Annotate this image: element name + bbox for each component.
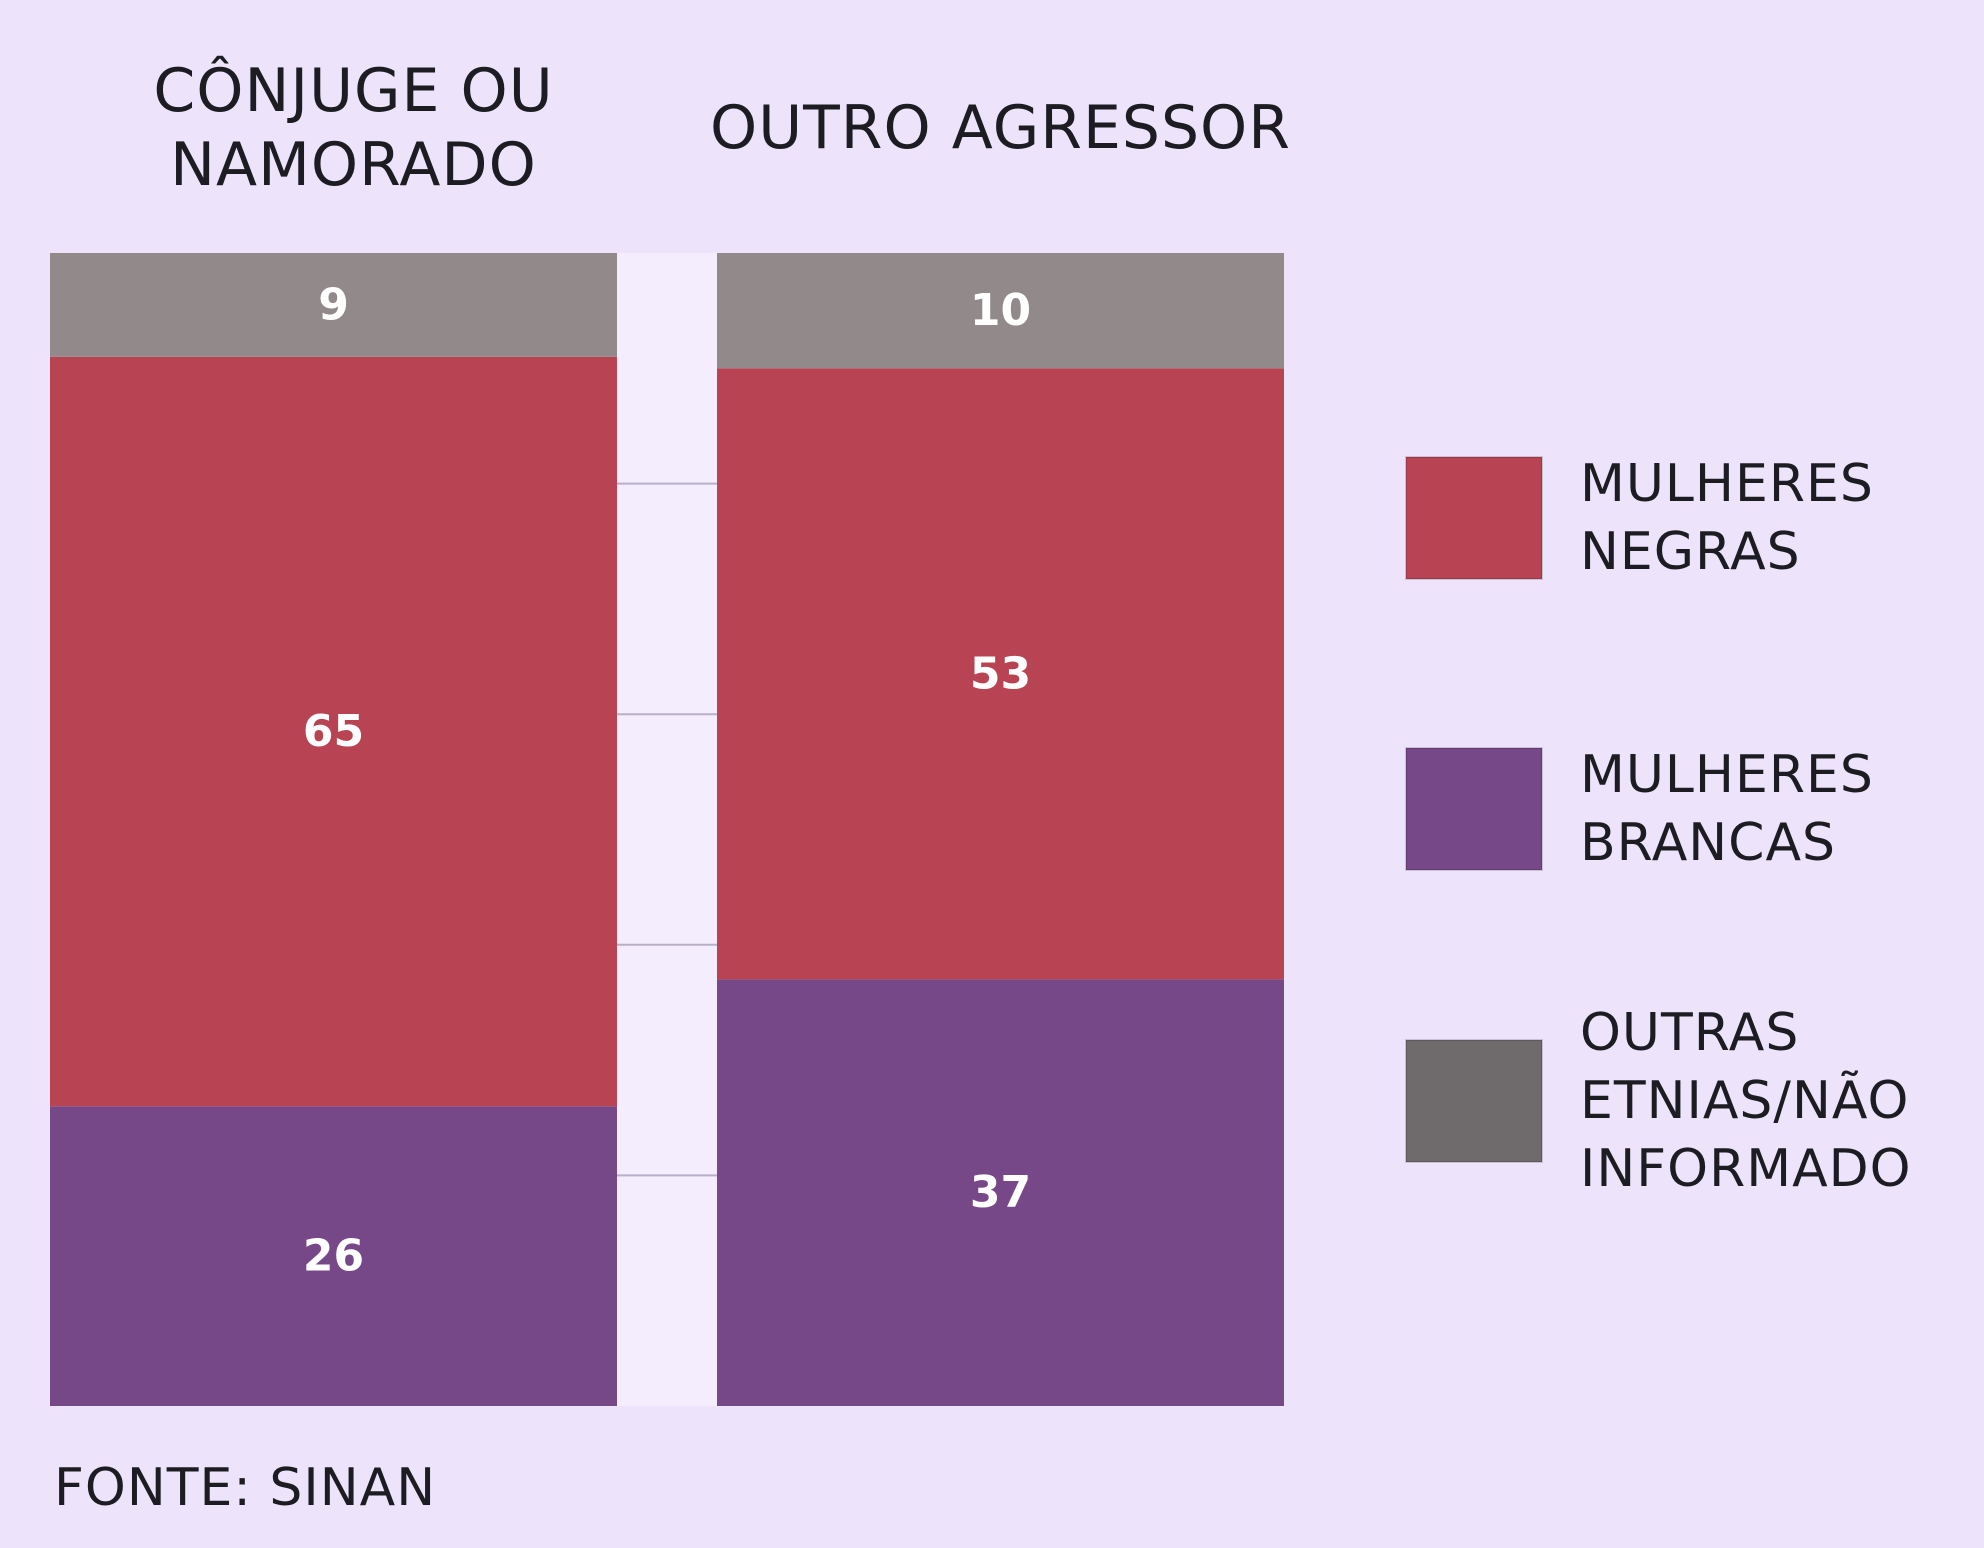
legend-label: BRANCAS [1580,813,1836,873]
source-note: FONTE: SINAN [54,1458,437,1518]
data-label: 53 [970,648,1031,699]
legend-label: INFORMADO [1580,1139,1912,1199]
legend-swatch [1405,747,1543,871]
data-label: 9 [318,279,349,330]
bar-segment [50,1106,617,1406]
data-label: 26 [303,1231,364,1282]
legend-label: OUTRAS [1580,1003,1799,1063]
category-label: OUTRO AGRESSOR [710,93,1291,163]
bar-segment [50,356,617,1107]
bar-segment [717,979,1284,1406]
legend-label: MULHERES [1580,745,1874,805]
bar-segment [717,368,1284,980]
legend-label: MULHERES [1580,454,1874,514]
legend-swatch [1405,1039,1543,1163]
data-label: 10 [970,285,1031,336]
legend-label: ETNIAS/NÃO [1580,1070,1909,1131]
bar-segment [717,253,1284,369]
bar-segment [50,253,617,357]
data-label: 65 [303,706,364,757]
category-label: CÔNJUGE OU [153,55,553,126]
legend-swatch [1405,456,1543,580]
data-label: 37 [970,1167,1031,1218]
category-label: NAMORADO [170,130,537,200]
legend-label: NEGRAS [1580,522,1801,582]
